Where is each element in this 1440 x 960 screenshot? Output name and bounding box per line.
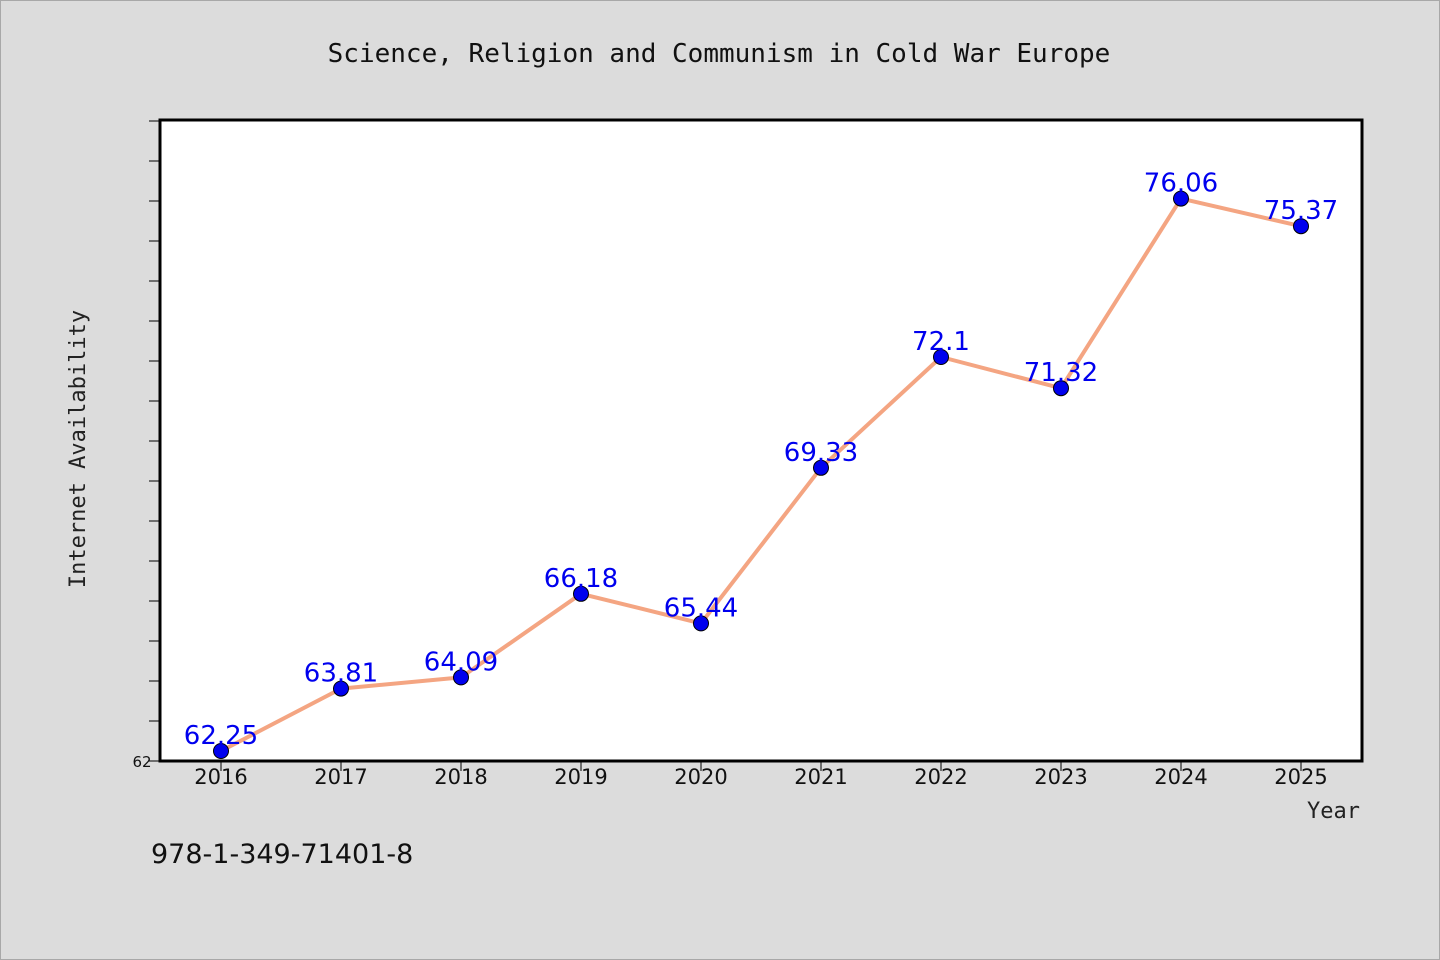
y-axis-ticks bbox=[149, 120, 160, 762]
data-point-2025 bbox=[1293, 218, 1309, 235]
data-point-2021 bbox=[813, 459, 829, 476]
data-point-2019 bbox=[573, 585, 589, 602]
series-line bbox=[220, 196, 1302, 753]
data-point-2022 bbox=[933, 349, 949, 365]
data-label-2024: 76.06 bbox=[1144, 169, 1218, 199]
x-tick-label-2021: 2021 bbox=[794, 765, 847, 789]
data-label-2020: 65.44 bbox=[664, 593, 738, 623]
data-label-2017: 63.81 bbox=[304, 659, 378, 689]
data-label-2022: 72.1 bbox=[912, 327, 970, 357]
x-tick-label-2017: 2017 bbox=[314, 765, 367, 789]
data-point-2020 bbox=[693, 615, 709, 632]
x-axis-label: Year bbox=[1307, 799, 1360, 824]
data-point-2016 bbox=[213, 743, 229, 759]
data-point-2017 bbox=[333, 680, 349, 697]
data-point-2023 bbox=[1053, 380, 1069, 397]
x-tick-label-2024: 2024 bbox=[1154, 765, 1207, 789]
x-tick-label-2020: 2020 bbox=[674, 765, 727, 789]
x-tick-labels: 2016 2017 2018 2019 2020 2021 2022 2023 2024 2025 bbox=[194, 765, 1327, 789]
data-label-2021: 69.33 bbox=[784, 438, 858, 468]
y-tick-label-62: 62 bbox=[132, 753, 151, 771]
data-point-2024 bbox=[1173, 190, 1189, 207]
footnote-isbn: 978-1-349-71401-8 bbox=[151, 839, 413, 870]
data-labels: 62.25 63.81 64.09 66.18 65.44 69.33 72.1 71.32 7… bbox=[184, 169, 1338, 751]
x-axis-ticks bbox=[220, 761, 1302, 771]
y-axis-label: Internet Availability bbox=[66, 310, 91, 588]
x-tick-label-2023: 2023 bbox=[1034, 765, 1087, 789]
chart-title: Science, Religion and Communism in Cold … bbox=[328, 39, 1111, 69]
x-tick-label-2018: 2018 bbox=[434, 765, 487, 789]
data-label-2019: 66.18 bbox=[544, 564, 618, 594]
x-tick-label-2025: 2025 bbox=[1274, 765, 1327, 789]
x-tick-label-2019: 2019 bbox=[554, 765, 607, 789]
data-label-2025: 75.37 bbox=[1264, 196, 1338, 226]
data-markers bbox=[213, 190, 1309, 759]
data-label-2023: 71.32 bbox=[1024, 358, 1098, 388]
data-label-2016: 62.25 bbox=[184, 721, 258, 751]
x-tick-label-2022: 2022 bbox=[914, 765, 967, 789]
data-point-2018 bbox=[453, 669, 469, 686]
data-label-2018: 64.09 bbox=[424, 647, 498, 677]
x-tick-label-2016: 2016 bbox=[194, 765, 247, 789]
